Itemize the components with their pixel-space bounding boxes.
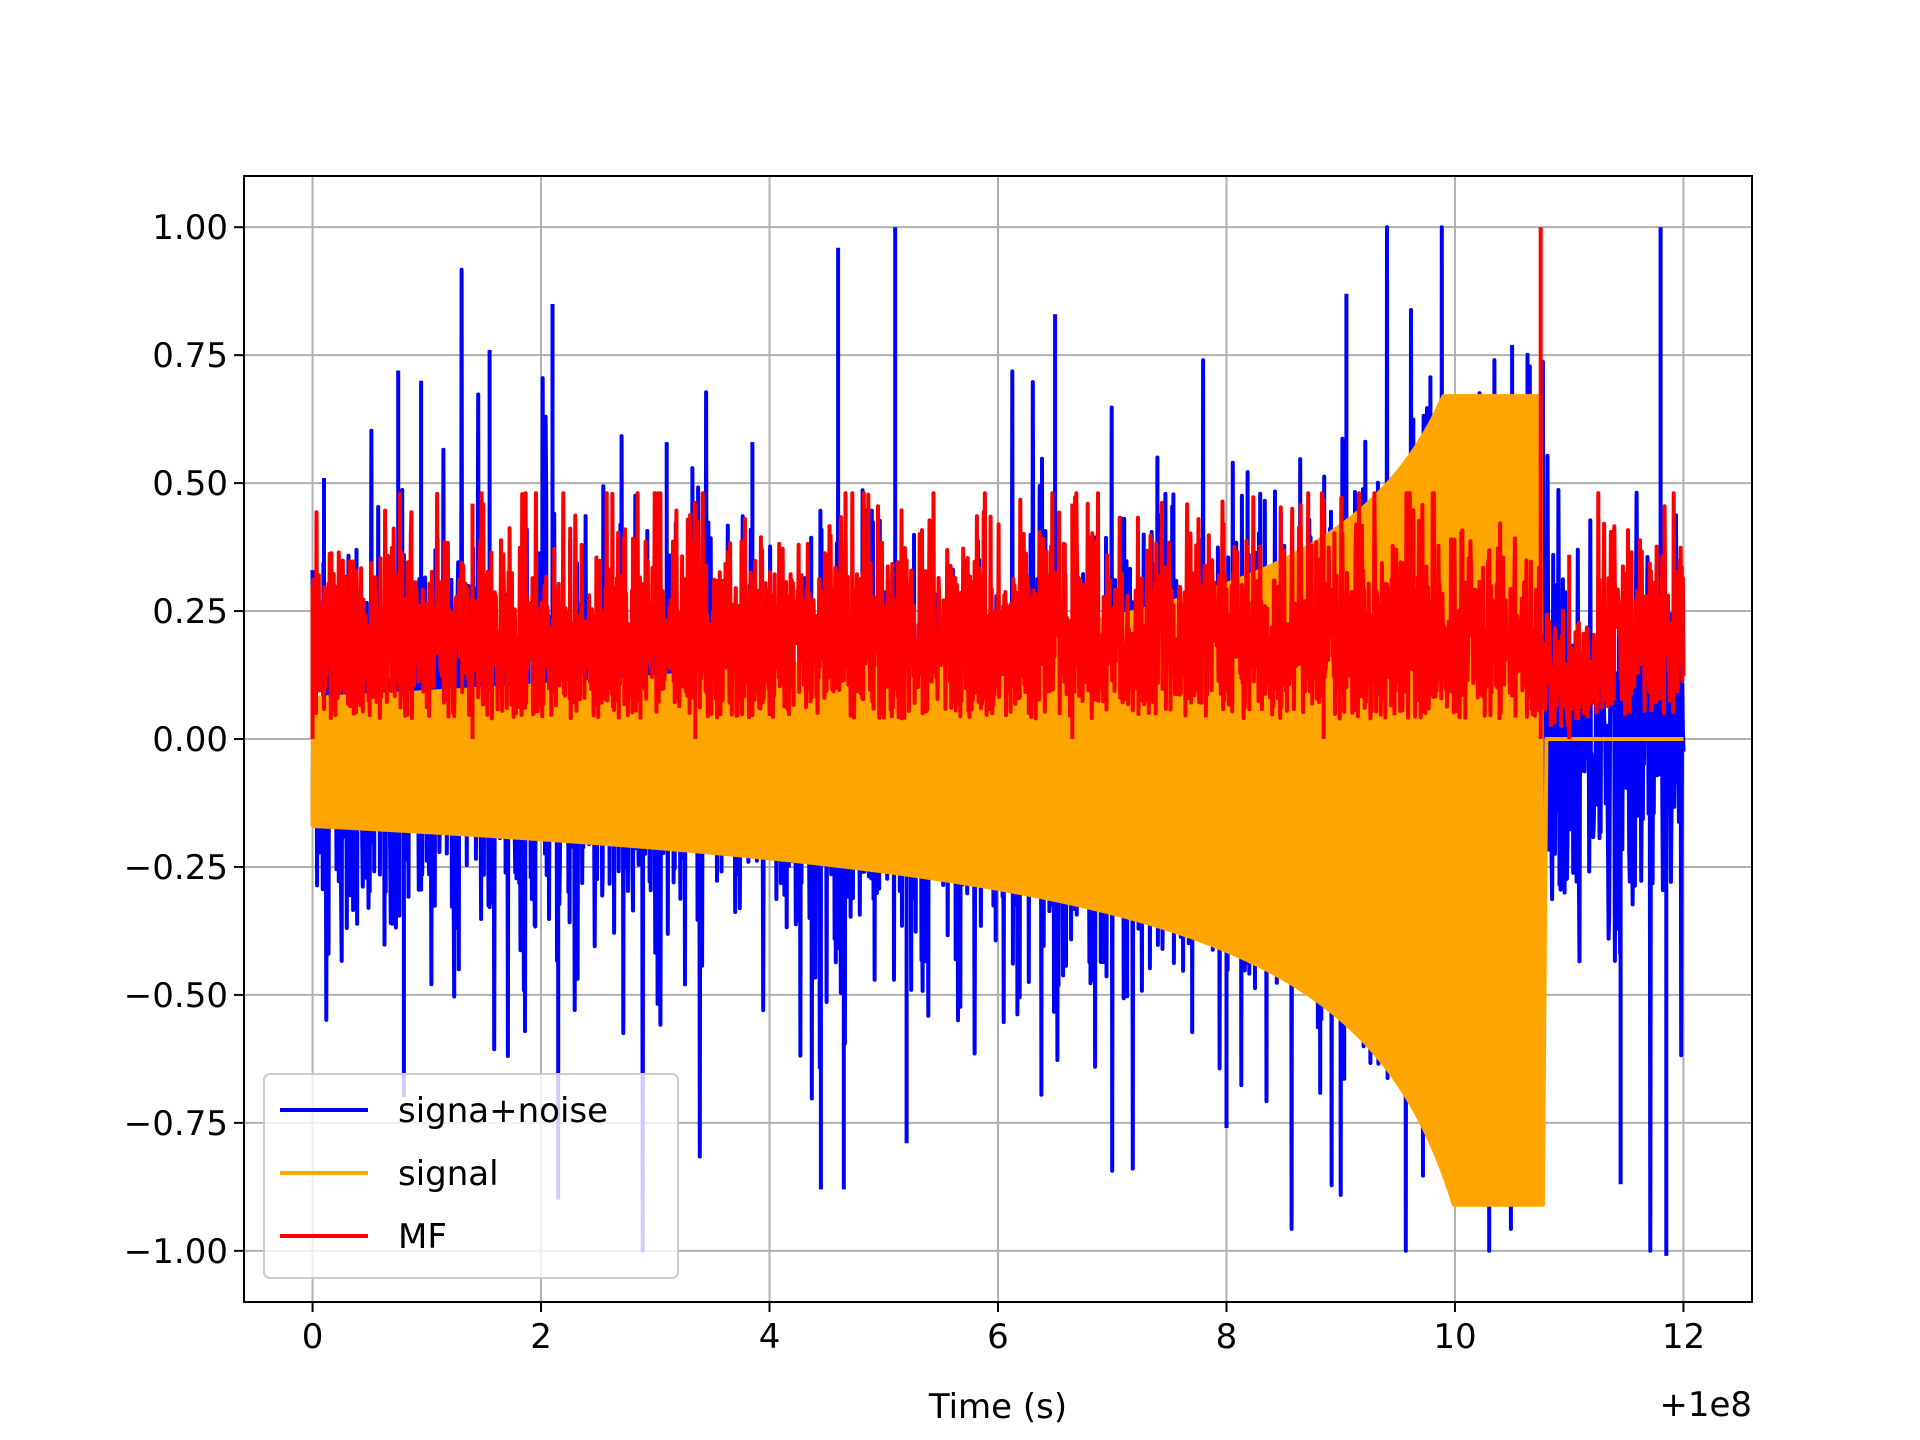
series-layer — [310, 225, 1686, 1256]
x-tick-label: 12 — [1662, 1317, 1705, 1357]
x-offset-label: +1e8 — [1659, 1385, 1752, 1425]
x-tick-label: 2 — [530, 1317, 552, 1357]
y-tick-label: 0.50 — [152, 464, 228, 504]
y-tick-label: 1.00 — [152, 208, 228, 248]
x-tick-label: 8 — [1216, 1317, 1238, 1357]
x-tick-label: 10 — [1433, 1317, 1476, 1357]
legend-label-signa-noise: signa+noise — [398, 1091, 608, 1131]
series-line-mf — [310, 227, 1686, 739]
series-line-signal — [310, 394, 1684, 1207]
x-axis-ticks: 0 2 4 6 8 10 12 — [302, 1302, 1705, 1357]
y-tick-label: 0.00 — [152, 720, 228, 760]
y-tick-label: −0.75 — [124, 1104, 228, 1144]
legend: signa+noise signal MF — [263, 1073, 679, 1279]
y-tick-label: 0.75 — [152, 336, 228, 376]
x-tick-label: 0 — [302, 1317, 324, 1357]
legend-label-signal: signal — [398, 1154, 499, 1194]
y-axis-ticks: 1.00 0.75 0.50 0.25 0.00 −0.25 −0.50 −0.75 −1.00 — [124, 208, 244, 1272]
x-tick-label: 4 — [759, 1317, 781, 1357]
y-tick-label: −1.00 — [124, 1232, 228, 1272]
legend-box — [263, 1073, 679, 1279]
x-tick-label: 6 — [987, 1317, 1009, 1357]
y-tick-label: −0.50 — [124, 976, 228, 1016]
legend-label-mf: MF — [398, 1217, 447, 1257]
x-axis-title: Time (s) — [928, 1387, 1067, 1427]
y-tick-label: −0.25 — [124, 848, 228, 888]
y-tick-label: 0.25 — [152, 592, 228, 632]
